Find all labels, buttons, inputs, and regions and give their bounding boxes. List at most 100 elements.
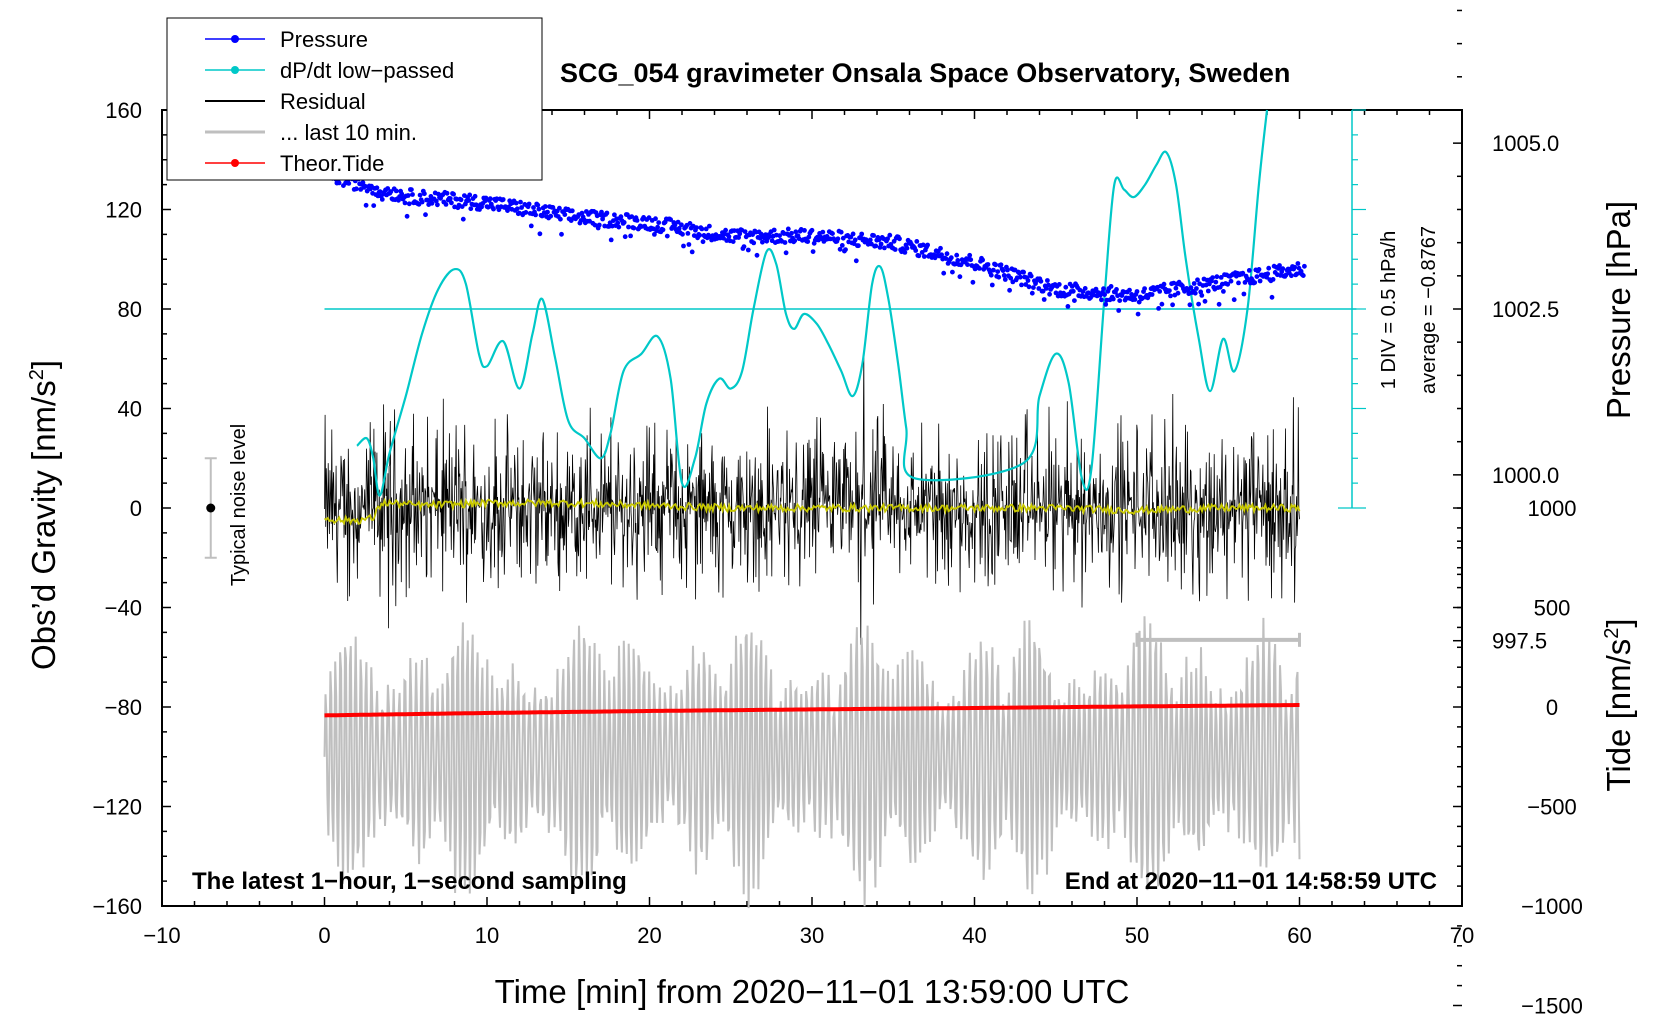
pressure-point	[1187, 302, 1193, 308]
pressure-point	[1302, 263, 1307, 269]
pressure-point	[916, 253, 922, 259]
y-axis-label-tide-close: ]	[1600, 618, 1637, 627]
pressure-point	[965, 262, 970, 267]
pressure-point	[1188, 285, 1194, 291]
pressure-point	[1103, 302, 1109, 307]
pressure-point	[396, 197, 401, 203]
pressure-point	[1046, 282, 1051, 288]
pressure-point	[1041, 297, 1047, 302]
pressure-point	[1070, 288, 1076, 294]
pressure-point	[1116, 308, 1122, 313]
pressure-point	[616, 224, 622, 230]
pressure-point	[852, 237, 858, 243]
pressure-point	[491, 206, 496, 212]
pressure-point	[1127, 287, 1132, 293]
pressure-point	[1167, 288, 1172, 293]
pressure-point	[1256, 267, 1262, 272]
pressure-point	[1280, 266, 1286, 272]
pressure-point	[914, 239, 920, 244]
pressure-point	[750, 232, 755, 238]
pressure-point	[1242, 280, 1248, 285]
pressure-point	[853, 258, 859, 264]
pressure-point	[921, 254, 927, 259]
pressure-point	[402, 200, 408, 206]
pressure-point	[485, 204, 491, 210]
pressure-point	[1119, 293, 1125, 298]
pressure-point	[1225, 281, 1231, 287]
pressure-point	[948, 255, 954, 261]
pressure-point	[730, 239, 736, 245]
pressure-point	[1295, 261, 1301, 266]
pressure-point	[1270, 277, 1276, 282]
pressure-point	[1214, 274, 1220, 280]
pressure-point	[977, 266, 982, 271]
pressure-point	[1175, 290, 1181, 296]
pressure-point	[1277, 263, 1282, 268]
legend-label-last10: ... last 10 min.	[280, 120, 417, 145]
legend-marker-tide	[231, 159, 239, 167]
pressure-point	[1202, 298, 1208, 304]
pressure-point	[1002, 277, 1008, 282]
pressure-point	[998, 262, 1004, 268]
pressure-point	[542, 204, 548, 209]
pressure-point	[466, 198, 472, 203]
pressure-point	[533, 212, 538, 218]
pressure-point	[646, 215, 652, 221]
legend: Pressure dP/dt low−passed Residual ... l…	[166, 17, 543, 181]
pressure-point	[736, 235, 741, 240]
pressure-point	[429, 200, 435, 206]
pressure-point	[1205, 288, 1211, 294]
pressure-point	[741, 244, 747, 250]
pressure-point	[820, 229, 826, 235]
pressure-point	[672, 222, 678, 228]
pressure-point	[703, 226, 709, 232]
pressure-point	[1082, 286, 1088, 291]
pressure-point	[904, 245, 910, 251]
pressure-point	[1269, 294, 1275, 300]
pressure-point	[1021, 269, 1026, 275]
pressure-point	[535, 202, 541, 208]
pressure-point	[514, 206, 520, 212]
bottom-right-note: End at 2020−11−01 14:58:59 UTC	[1065, 868, 1437, 895]
pressure-point	[1045, 278, 1050, 283]
pressure-point	[1007, 287, 1012, 293]
pressure-point	[694, 225, 699, 231]
tide-tick-label: −1500	[1521, 994, 1583, 1019]
dpdt-average-label: average = −0.8767	[1418, 226, 1440, 394]
pressure-point	[993, 262, 998, 268]
pressure-point	[518, 199, 523, 205]
pressure-point	[336, 180, 342, 186]
pressure-point	[519, 205, 524, 210]
y-tick-label: 40	[118, 397, 142, 422]
pressure-point	[1216, 301, 1222, 307]
pressure-point	[558, 216, 563, 222]
legend-label-tide: Theor.Tide	[280, 151, 384, 176]
pressure-point	[988, 272, 994, 278]
pressure-point	[1289, 273, 1294, 279]
pressure-point	[685, 231, 691, 236]
pressure-point	[837, 246, 843, 252]
pressure-point	[995, 269, 1001, 274]
pressure-point	[887, 232, 893, 238]
y-axis-label-left-close: ]	[25, 360, 62, 369]
pressure-point	[559, 231, 564, 237]
pressure-point	[433, 198, 439, 204]
pressure-point	[399, 191, 405, 197]
pressure-point	[417, 192, 423, 198]
pressure-point	[1000, 268, 1006, 273]
noise-level-dot	[206, 503, 216, 513]
pressure-point	[655, 224, 660, 230]
legend-label-pressure: Pressure	[280, 27, 368, 52]
pressure-point	[726, 234, 732, 240]
pressure-point	[1156, 306, 1161, 311]
pressure-point	[371, 203, 377, 209]
x-axis-label: Time [min] from 2020−11−01 13:59:00 UTC	[495, 973, 1130, 1010]
pressure-point	[409, 187, 414, 193]
pressure-point	[557, 205, 562, 211]
pressure-point	[996, 274, 1002, 280]
pressure-point	[970, 279, 976, 285]
pressure-point	[604, 210, 610, 216]
pressure-point	[1038, 278, 1044, 284]
pressure-point	[422, 191, 427, 197]
pressure-point	[1265, 271, 1271, 277]
